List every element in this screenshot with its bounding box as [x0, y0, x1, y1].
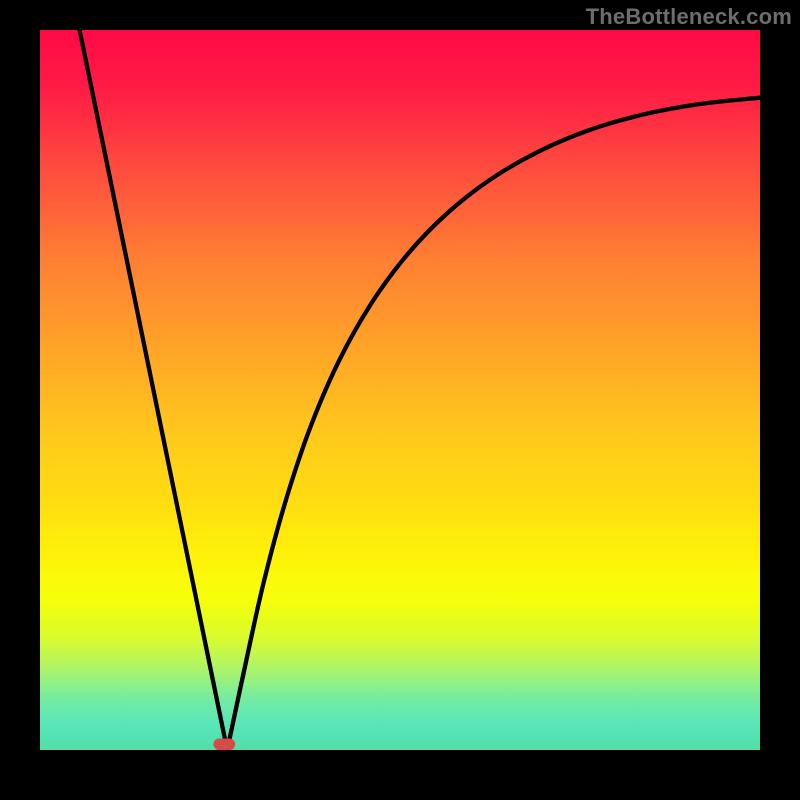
lower-highlight-band	[40, 620, 760, 750]
chart-canvas: TheBottleneck.com	[0, 0, 800, 800]
minimum-marker	[214, 738, 236, 750]
chart-svg	[0, 0, 800, 800]
watermark-label: TheBottleneck.com	[586, 4, 792, 30]
